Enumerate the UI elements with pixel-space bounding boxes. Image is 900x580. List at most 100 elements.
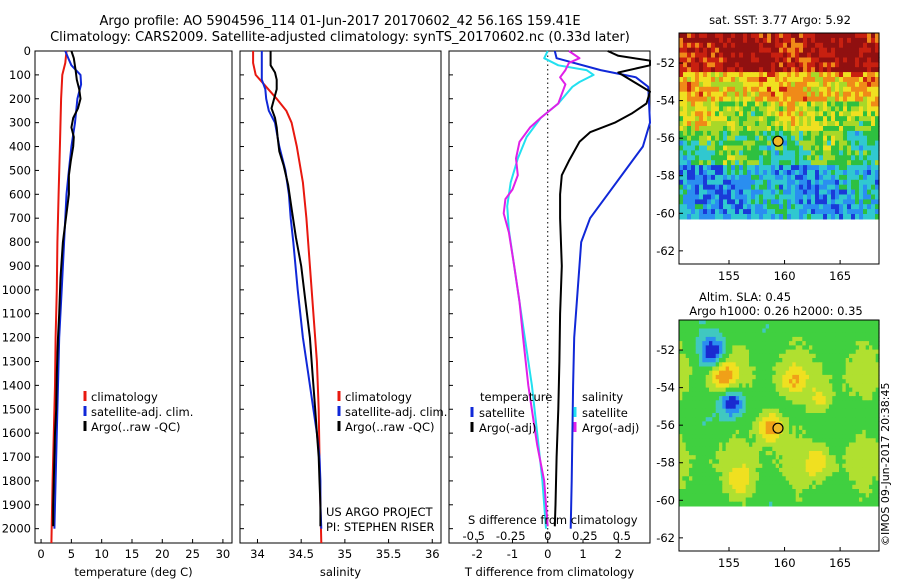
heatmap-cell xyxy=(875,345,880,351)
heatmap-cell xyxy=(807,165,812,171)
heatmap-cell xyxy=(789,366,793,372)
heatmap-cell xyxy=(852,408,857,414)
heatmap-cell xyxy=(689,370,693,376)
heatmap-cell xyxy=(711,170,716,176)
heatmap-cell xyxy=(747,106,752,112)
heatmap-cell xyxy=(831,126,836,132)
heatmap-cell xyxy=(759,467,763,473)
heatmap-cell xyxy=(745,341,750,346)
heatmap-cell xyxy=(832,442,837,448)
heatmap-cell xyxy=(779,438,783,444)
heatmap-cell xyxy=(802,417,807,422)
heatmap-cell xyxy=(799,455,803,460)
heatmap-cell xyxy=(699,374,703,380)
heatmap-cell xyxy=(755,484,760,490)
heatmap-cell xyxy=(749,362,753,368)
heatmap-cell xyxy=(875,383,880,389)
heatmap-cell xyxy=(695,214,700,220)
y-tick-label: 1200 xyxy=(2,331,31,345)
heatmap-cell xyxy=(871,165,876,171)
heatmap-cell xyxy=(729,459,733,465)
heatmap-cell xyxy=(839,111,844,117)
heatmap-cell xyxy=(835,336,840,342)
heatmap-cell xyxy=(803,106,808,112)
heatmap-cell xyxy=(763,199,768,205)
heatmap-cell xyxy=(779,493,783,498)
heatmap-cell xyxy=(875,455,880,460)
heatmap-cell xyxy=(687,111,692,117)
heatmap-cell xyxy=(727,72,732,78)
heatmap-cell xyxy=(691,204,696,210)
heatmap-cell xyxy=(707,37,712,44)
heatmap-cell xyxy=(711,204,716,210)
heatmap-cell xyxy=(791,77,796,83)
heatmap-cell xyxy=(731,174,736,181)
heatmap-cell xyxy=(762,336,767,342)
heatmap-cell xyxy=(799,480,803,486)
heatmap-cell xyxy=(869,446,873,452)
heatmap-cell xyxy=(771,189,776,196)
heatmap-cell xyxy=(829,489,833,494)
heatmap-cell xyxy=(799,497,803,503)
heatmap-cell xyxy=(815,116,820,122)
heatmap-cell xyxy=(867,199,872,205)
heatmap-cell xyxy=(792,497,797,503)
heatmap-cell xyxy=(869,324,873,329)
heatmap-cell xyxy=(807,77,812,83)
heatmap-cell xyxy=(682,404,687,410)
heatmap-cell xyxy=(845,374,850,380)
heatmap-cell xyxy=(855,476,860,482)
heatmap-cell xyxy=(839,442,843,448)
heatmap-cell xyxy=(805,493,810,498)
heatmap-cell xyxy=(862,434,867,439)
heatmap-cell xyxy=(789,417,793,422)
heatmap-cell xyxy=(819,145,824,151)
heatmap-cell xyxy=(835,194,840,200)
heatmap-cell xyxy=(695,497,700,503)
legend-label: satellite-adj. clim. xyxy=(91,405,193,419)
heatmap-cell xyxy=(775,493,780,498)
heatmap-cell xyxy=(683,47,688,54)
heatmap-cell xyxy=(765,476,770,482)
heatmap-cell xyxy=(723,101,728,107)
heatmap-cell xyxy=(795,165,800,171)
heatmap-cell xyxy=(849,429,853,435)
y-tick-label: 1300 xyxy=(2,354,31,368)
heatmap-cell xyxy=(762,493,767,498)
heatmap-cell xyxy=(815,332,820,338)
temperature-chart: 0 5 10 15 20 25 300100200300400500600700800900… xyxy=(2,44,233,579)
heatmap-cell xyxy=(775,358,780,363)
heatmap-cell xyxy=(715,391,720,397)
heatmap-cell xyxy=(729,451,733,456)
heatmap-cell xyxy=(851,189,856,196)
heatmap-cell xyxy=(719,33,724,39)
heatmap-cell xyxy=(782,400,787,406)
heatmap-cell xyxy=(742,484,747,490)
heatmap-cell xyxy=(712,425,717,431)
heatmap-cell xyxy=(695,155,700,161)
heatmap-cell xyxy=(855,77,860,83)
heatmap-cell xyxy=(845,383,850,389)
heatmap-cell xyxy=(759,341,763,346)
heatmap-cell xyxy=(805,349,810,355)
heatmap-cell xyxy=(747,116,752,122)
x-tick-label: 0 xyxy=(37,547,44,561)
heatmap-cell xyxy=(725,320,730,325)
heatmap-cell xyxy=(775,446,780,452)
sst_map-panel: 155 160 165-52-54-56-58-60-62 xyxy=(656,32,880,283)
heatmap-cell xyxy=(851,165,856,171)
heatmap-cell xyxy=(851,174,856,181)
heatmap-cell xyxy=(839,391,843,397)
heatmap-cell xyxy=(751,179,756,186)
heatmap-cell xyxy=(779,189,784,196)
heatmap-cell xyxy=(703,47,708,54)
y-tick-label: 1800 xyxy=(2,474,31,488)
heatmap-cell xyxy=(769,345,773,351)
heatmap-cell xyxy=(742,501,747,507)
heatmap-cell xyxy=(699,91,704,98)
heatmap-cell xyxy=(869,429,873,435)
heatmap-cell xyxy=(762,497,767,503)
heatmap-cell xyxy=(875,111,880,117)
heatmap-cell xyxy=(839,165,844,171)
heatmap-cell xyxy=(855,434,860,439)
